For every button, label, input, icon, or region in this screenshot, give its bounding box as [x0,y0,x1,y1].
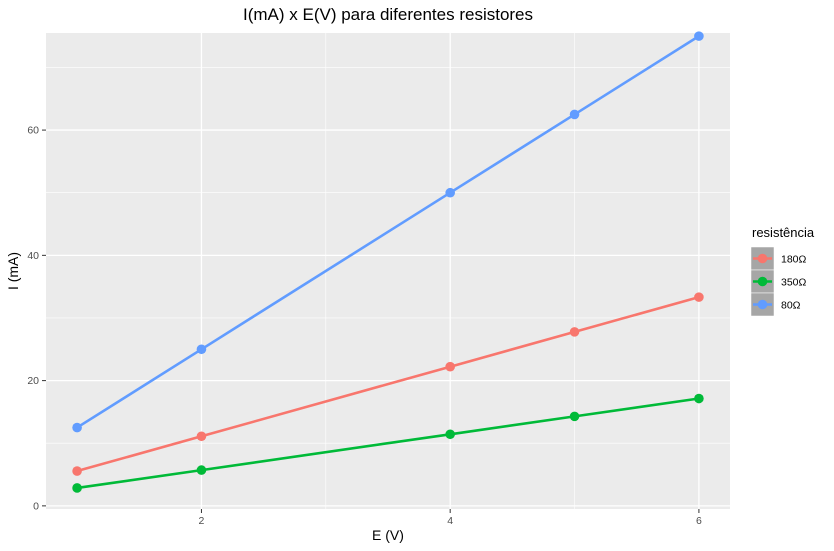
data-point-350 [72,483,82,493]
data-point-80 [196,344,207,355]
legend-key-point-180 [757,253,768,264]
legend: resistência 180Ω 350Ω 80Ω [750,225,815,317]
legend-key-point-350 [757,276,768,287]
data-point-80 [569,109,580,120]
y-tick-label: 0 [33,500,39,512]
y-axis-title: I (mA) [5,252,21,290]
data-point-80 [694,31,704,41]
data-point-180 [694,292,704,302]
y-tick-label: 40 [27,250,39,262]
legend-key-point-80 [757,299,768,310]
data-point-350 [694,393,704,404]
y-tick-label: 20 [27,375,39,387]
grid [46,33,730,509]
series-layer [72,31,704,493]
data-point-350 [196,465,207,475]
legend-title: resistência [752,225,815,240]
x-axis-title: E (V) [372,527,404,543]
data-point-350 [569,411,580,422]
legend-label-180: 180Ω [781,254,807,266]
plot-panel [46,33,730,509]
data-point-80 [445,187,455,198]
data-point-80 [72,422,82,433]
x-tick-label: 2 [199,515,205,527]
data-point-180 [569,327,580,337]
data-point-350 [445,429,455,440]
x-tick-label: 6 [696,515,702,527]
y-tick-label: 60 [27,125,39,137]
data-point-180 [72,466,82,476]
chart-title: I(mA) x E(V) para diferentes resistores [243,5,533,24]
data-point-180 [445,361,455,372]
legend-label-80: 80Ω [781,300,801,312]
x-tick-label: 4 [447,515,453,527]
data-point-180 [196,431,207,442]
legend-label-350: 350Ω [781,277,807,289]
